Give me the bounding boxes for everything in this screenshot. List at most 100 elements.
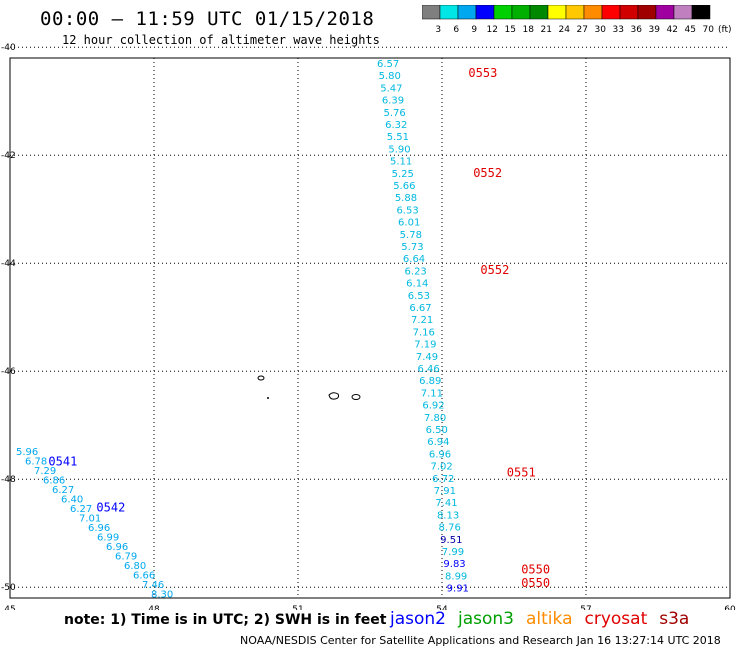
wave-height-map: 45 48 51 54 57 60-40-42-44-46-48-506.575.805.… (1, 43, 736, 610)
color-scale-label: 27 (576, 25, 587, 35)
island-outline (257, 375, 265, 381)
pass-time-label: 0550 (521, 576, 550, 590)
wave-height-value: 9.83 (443, 559, 465, 570)
legend-s3a: s3a (659, 609, 690, 629)
wave-height-value: 5.47 (380, 83, 402, 94)
color-scale-label: 18 (522, 25, 534, 35)
wave-height-value: 6.72 (432, 474, 454, 485)
wave-height-value: 7.11 (421, 388, 443, 399)
lon-tick-label: 60 (724, 605, 736, 610)
pass-time-label: 0551 (507, 466, 536, 480)
color-scale-label: 24 (558, 25, 570, 35)
color-scale-label: 70 (702, 25, 714, 35)
wave-height-value: 7.21 (411, 315, 433, 326)
color-scale-unit: (ft) (718, 25, 732, 35)
wave-height-value: 8.13 (437, 510, 459, 521)
wave-height-value: 6.79 (115, 552, 137, 563)
lon-tick-label: 45 (4, 605, 15, 610)
wave-height-value: 6.27 (70, 504, 92, 515)
wave-height-value: 5.96 (16, 447, 38, 458)
wave-height-value: 7.29 (34, 466, 56, 477)
pass-time-label: 0552 (473, 166, 502, 180)
wave-height-value: 7.01 (79, 514, 101, 525)
wave-height-value: 7.16 (413, 327, 435, 338)
page-subtitle: 12 hour collection of altimeter wave hei… (62, 33, 380, 47)
color-scale-label: 3 (435, 25, 441, 35)
wave-height-value: 5.90 (388, 144, 410, 155)
color-swatch (691, 5, 711, 20)
color-scale-label: 42 (666, 25, 677, 35)
wave-height-value: 6.14 (406, 279, 428, 290)
color-scale-label: 33 (612, 25, 623, 35)
wave-height-value: 9.51 (440, 535, 462, 546)
color-scale-label: 45 (684, 25, 695, 35)
color-scale-label: 9 (471, 25, 477, 35)
wave-height-value: 7.19 (414, 340, 436, 351)
wave-height-value: 5.76 (383, 108, 405, 119)
credit-line: NOAA/NESDIS Center for Satellite Applica… (240, 634, 721, 647)
wave-height-value: 7.46 (142, 580, 164, 591)
pass-time-label: 0553 (468, 66, 497, 80)
wave-height-value: 8.76 (439, 523, 461, 534)
color-scale-label: 21 (540, 25, 551, 35)
wave-height-value: 6.80 (124, 561, 146, 572)
wave-height-value: 6.96 (429, 449, 451, 460)
wave-height-value: 5.51 (387, 132, 409, 143)
legend-altika: altika (526, 609, 573, 629)
wave-height-value: 8.99 (445, 571, 467, 582)
wave-height-value: 6.40 (61, 495, 83, 506)
wave-height-value: 6.78 (25, 457, 47, 468)
wave-height-value: 6.66 (133, 571, 155, 582)
legend-cryosat: cryosat (584, 609, 648, 629)
lat-tick-label: -44 (1, 259, 16, 269)
lat-tick-label: -42 (1, 151, 16, 161)
wave-height-value: 6.46 (418, 364, 440, 375)
wave-height-value: 5.25 (392, 169, 414, 180)
pass-time-label: 0552 (480, 263, 509, 277)
wave-height-value: 6.64 (403, 254, 425, 265)
wave-height-value: 6.50 (426, 425, 448, 436)
wave-height-value: 6.57 (377, 59, 399, 70)
wave-height-value: 6.89 (419, 376, 441, 387)
map-frame (9, 57, 731, 599)
wave-height-value: 5.80 (379, 71, 401, 82)
wave-height-value: 6.01 (398, 218, 420, 229)
wave-height-value: 6.23 (405, 266, 427, 277)
wave-height-value: 6.96 (88, 523, 110, 534)
lat-tick-label: -50 (1, 583, 16, 593)
footnote: note: 1) Time is in UTC; 2) SWH is in fe… (64, 612, 387, 628)
wave-height-value: 5.11 (390, 157, 412, 168)
pass-time-label: 0550 (521, 563, 550, 577)
lon-tick-label: 54 (436, 605, 448, 610)
pass-time-label: 0542 (96, 501, 125, 515)
wave-height-value: 7.80 (424, 413, 446, 424)
wave-height-value: 5.73 (401, 242, 423, 253)
wave-height-value: 8.30 (151, 590, 173, 601)
lat-tick-label: -46 (1, 367, 16, 377)
color-scale-label: 12 (486, 25, 497, 35)
wave-height-value: 6.92 (422, 401, 444, 412)
wave-height-value: 7.49 (416, 352, 438, 363)
color-scale-label: 30 (594, 25, 606, 35)
wave-height-value: 7.41 (435, 498, 457, 509)
color-scale-label: 36 (630, 25, 642, 35)
island-outline (267, 397, 269, 399)
wave-height-value: 6.39 (382, 96, 404, 107)
wave-height-value: 5.66 (393, 181, 415, 192)
wave-height-value: 6.99 (97, 533, 119, 544)
wave-height-value: 6.94 (427, 437, 449, 448)
wave-height-value: 7.02 (430, 462, 452, 473)
color-scale-label: 6 (453, 25, 459, 35)
wave-height-value: 7.91 (434, 486, 456, 497)
color-scale-label: 39 (648, 25, 660, 35)
wave-height-value: 6.27 (52, 485, 74, 496)
wave-height-value: 6.53 (396, 205, 418, 216)
satellite-legend: jason2 jason3 altika cryosat s3a (390, 609, 701, 629)
island-outline (328, 392, 340, 400)
lon-tick-label: 57 (580, 605, 591, 610)
legend-jason2: jason2 (390, 609, 446, 629)
wave-height-value: 6.86 (43, 476, 65, 487)
color-scale-bar: 3 6 9 12 15 18 21 24 27 30 33 36 39 42 45 70 (ft) (422, 5, 732, 35)
lat-tick-label: -40 (1, 43, 16, 53)
page-title: 00:00 – 11:59 UTC 01/15/2018 (40, 8, 375, 30)
